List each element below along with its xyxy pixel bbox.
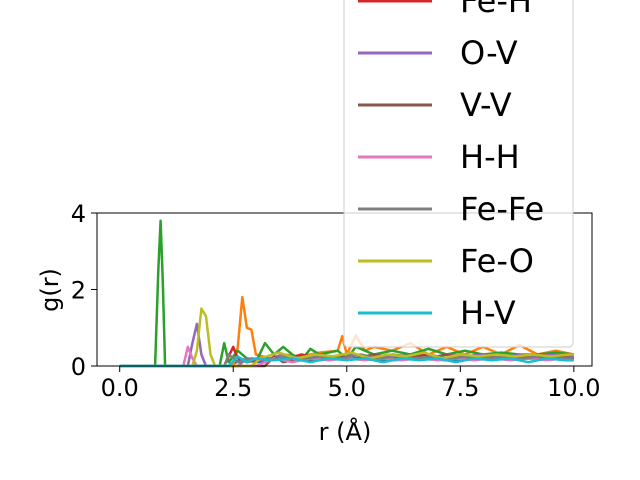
legend-label-fe-o: Fe-O [460,242,534,280]
legend-label-h-h: H-H [460,138,520,176]
y-axis-label: g(r) [36,268,64,312]
x-tick-label: 10.0 [547,374,600,402]
legend-label-fe-h: Fe-H [460,0,532,20]
x-axis: 0.0 2.5 5.0 7.5 10.0 [101,366,601,402]
y-tick-label: 4 [71,200,86,228]
series-line-fe-o [119,307,574,368]
series-line-h-v [119,355,574,368]
legend: Fe-H O-V V-V H-H Fe-Fe Fe-O H-V [343,0,574,348]
y-axis: 0 2 4 [71,200,97,381]
x-axis-label: r (Å) [319,417,372,446]
x-tick-label: 7.5 [441,374,479,402]
legend-label-o-v: O-V [460,34,518,72]
legend-label-h-v: H-V [460,294,516,332]
x-tick-label: 2.5 [214,374,252,402]
legend-label-v-v: V-V [460,86,512,124]
x-tick-label: 0.0 [101,374,139,402]
y-tick-label: 2 [71,277,86,305]
y-tick-label: 0 [71,353,86,381]
legend-label-fe-fe: Fe-Fe [460,190,544,228]
x-tick-label: 5.0 [328,374,366,402]
